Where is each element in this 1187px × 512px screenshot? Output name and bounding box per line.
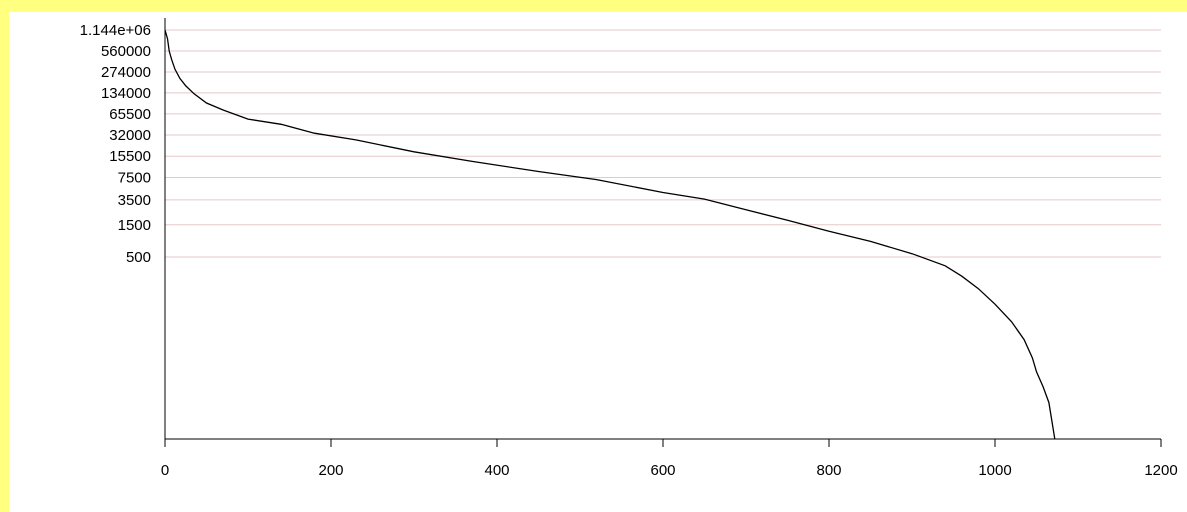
x-tick-label: 200 bbox=[318, 462, 343, 479]
series-line bbox=[164, 29, 1056, 440]
line-chart: 1.144e+06 560000 274000 134000 65500 32000 155… bbox=[80, 18, 1178, 479]
y-tick-label: 3500 bbox=[118, 192, 151, 209]
y-tick-label: 1.144e+06 bbox=[80, 22, 151, 39]
x-tick-label: 0 bbox=[161, 462, 169, 479]
y-tick-label: 560000 bbox=[101, 43, 151, 60]
plot-frame: 1.144e+06 560000 274000 134000 65500 32000 155… bbox=[9, 12, 1187, 512]
y-tick-label: 7500 bbox=[118, 170, 151, 187]
y-tick-label: 15500 bbox=[109, 148, 151, 165]
y-tick-label: 500 bbox=[126, 249, 151, 266]
x-tick-label: 1200 bbox=[1144, 462, 1177, 479]
x-tick-label: 800 bbox=[816, 462, 841, 479]
x-tick-label: 600 bbox=[650, 462, 675, 479]
x-tick-label: 1000 bbox=[978, 462, 1011, 479]
label-layer: 1.144e+06 560000 274000 134000 65500 32000 155… bbox=[80, 22, 1178, 479]
y-tick-label: 134000 bbox=[101, 85, 151, 102]
grid-layer bbox=[165, 29, 1161, 258]
y-tick-label: 274000 bbox=[101, 64, 151, 81]
y-tick-label: 1500 bbox=[118, 217, 151, 234]
y-tick-label: 65500 bbox=[109, 106, 151, 123]
y-tick-label: 32000 bbox=[109, 127, 151, 144]
series-layer bbox=[164, 29, 1056, 440]
x-tick-label: 400 bbox=[484, 462, 509, 479]
axes-layer bbox=[164, 18, 1162, 447]
